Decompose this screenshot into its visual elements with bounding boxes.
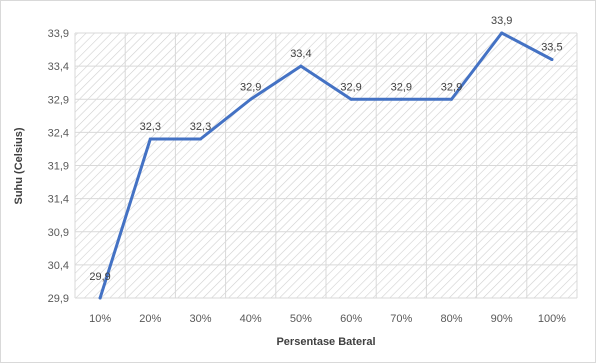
- data-point: [299, 64, 303, 68]
- data-label: 29,9: [89, 271, 110, 283]
- data-point: [249, 97, 253, 101]
- y-tick-label: 31,9: [48, 161, 69, 173]
- y-tick-label: 32,4: [48, 127, 69, 139]
- data-label: 32,9: [441, 81, 462, 93]
- data-point: [399, 97, 403, 101]
- data-label: 33,9: [491, 15, 512, 27]
- series-layer: [98, 31, 554, 300]
- data-point: [98, 296, 102, 300]
- data-point: [148, 137, 152, 141]
- x-tick-label: 50%: [290, 313, 312, 325]
- y-tick-label: 29,9: [48, 293, 69, 305]
- y-tick-label: 30,9: [48, 227, 69, 239]
- x-tick-label: 90%: [491, 313, 513, 325]
- y-tick-label: 33,4: [48, 61, 69, 73]
- x-tick-label: 30%: [189, 313, 211, 325]
- data-point: [349, 97, 353, 101]
- data-label: 32,9: [340, 81, 361, 93]
- data-labels: 29,9 32,3 32,3 32,9 33,4 32,9 32,9 32,9 33,9 33,5: [89, 15, 562, 283]
- data-point: [550, 58, 554, 61]
- y-axis-ticks: 29,9 30,4 30,9 31,4 31,9 32,4 32,9 33,4 33,9: [48, 28, 69, 305]
- data-point: [500, 31, 504, 35]
- data-label: 33,5: [541, 42, 562, 54]
- x-axis-ticks: 10% 20% 30% 40% 50% 60% 70% 80% 90% 100%: [89, 313, 566, 325]
- y-axis-title: Suhu (Celsius): [13, 127, 25, 204]
- x-tick-label: 70%: [390, 313, 412, 325]
- y-tick-label: 32,9: [48, 94, 69, 106]
- y-tick-label: 31,4: [48, 194, 69, 206]
- y-tick-label: 30,4: [48, 260, 69, 272]
- data-label: 32,3: [190, 121, 211, 133]
- x-tick-label: 60%: [340, 313, 362, 325]
- data-label: 33,4: [290, 48, 311, 60]
- x-tick-label: 20%: [139, 313, 161, 325]
- x-axis-title: Persentase Bateral: [276, 336, 375, 348]
- data-point: [199, 137, 202, 141]
- data-label: 32,3: [140, 121, 161, 133]
- data-point: [450, 97, 453, 101]
- data-label: 32,9: [391, 81, 412, 93]
- data-label: 32,9: [240, 81, 261, 93]
- x-tick-label: 80%: [440, 313, 462, 325]
- x-tick-label: 100%: [538, 313, 566, 325]
- y-tick-label: 33,9: [48, 28, 69, 40]
- x-tick-label: 40%: [240, 313, 262, 325]
- gridlines: [74, 32, 578, 299]
- x-tick-label: 10%: [89, 313, 111, 325]
- series-line: [98, 31, 554, 300]
